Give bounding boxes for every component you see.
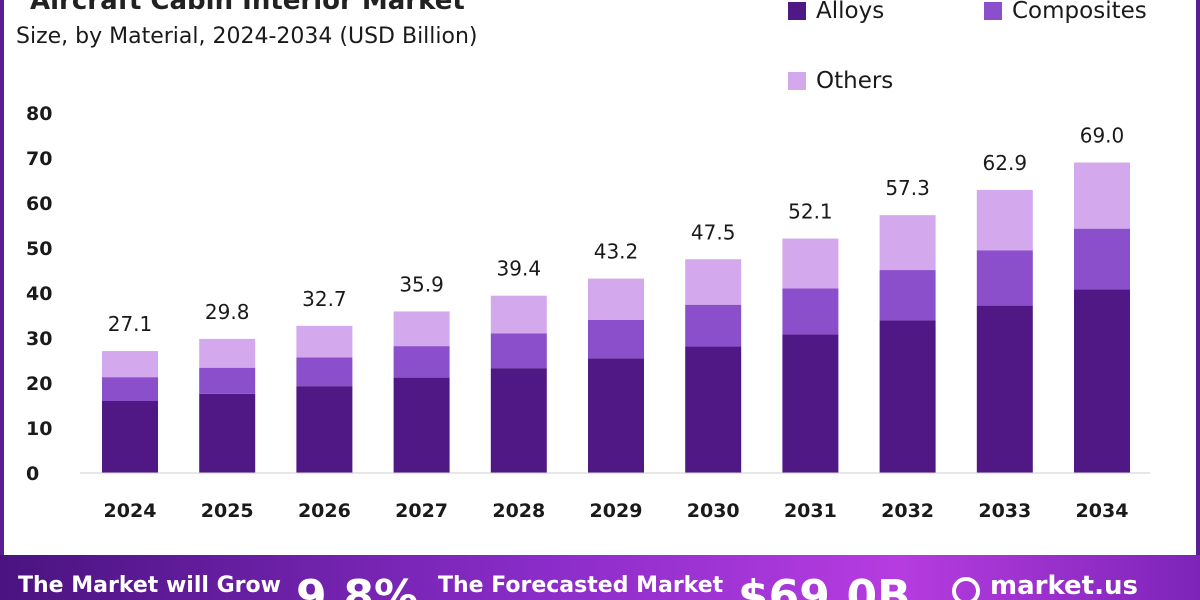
chart-title: Aircraft Cabin Interior Market <box>30 0 465 16</box>
legend-label-composites: Composites <box>1012 0 1147 24</box>
y-tick-label-50: 50 <box>26 238 52 260</box>
footer-forecast-value: $69.0B <box>738 571 911 600</box>
footer-banner: The Market will Grow 9.8% The Forecasted… <box>0 555 1200 600</box>
legend-item-composites: Composites <box>984 0 1147 24</box>
x-tick-label-2028: 2028 <box>492 500 545 522</box>
total-label-2025: 29.8 <box>205 300 250 324</box>
total-label-2026: 32.7 <box>302 287 347 311</box>
bar-composites-2033 <box>976 250 1033 306</box>
bar-others-2029 <box>588 278 644 320</box>
total-label-2033: 62.9 <box>983 151 1028 175</box>
x-tick-label-2030: 2030 <box>687 500 740 522</box>
bar-others-2032 <box>879 215 936 271</box>
legend-label-alloys: Alloys <box>816 0 885 24</box>
x-tick-label-2031: 2031 <box>784 500 837 522</box>
bar-others-2026 <box>296 325 353 358</box>
frame-right-border <box>1196 0 1200 560</box>
total-label-2028: 39.4 <box>497 257 542 281</box>
total-label-2029: 43.2 <box>594 240 639 264</box>
legend-item-alloys: Alloys <box>788 0 884 24</box>
bar-composites-2026 <box>296 357 353 387</box>
bar-composites-2028 <box>490 333 547 369</box>
bar-composites-2029 <box>588 320 644 359</box>
y-tick-label-60: 60 <box>26 193 52 215</box>
x-tick-label-2026: 2026 <box>298 500 351 522</box>
bar-composites-2032 <box>879 270 936 321</box>
total-label-2030: 47.5 <box>691 220 736 244</box>
bar-alloys-2032 <box>879 320 936 473</box>
bar-alloys-2030 <box>685 346 742 473</box>
total-label-2032: 57.3 <box>885 176 930 200</box>
y-tick-label-10: 10 <box>26 418 52 440</box>
bar-alloys-2028 <box>490 368 547 473</box>
x-tick-label-2024: 2024 <box>104 500 157 522</box>
x-tick-label-2025: 2025 <box>201 500 254 522</box>
y-tick-label-40: 40 <box>26 283 52 305</box>
bar-others-2031 <box>782 238 839 289</box>
total-label-2024: 27.1 <box>108 312 153 336</box>
bar-composites-2030 <box>685 304 742 347</box>
bar-composites-2031 <box>782 288 839 335</box>
total-label-2027: 35.9 <box>399 272 444 296</box>
x-tick-label-2027: 2027 <box>395 500 448 522</box>
footer-brand: market.us <box>990 571 1138 600</box>
total-label-2031: 52.1 <box>788 200 833 224</box>
bar-alloys-2024 <box>102 401 158 473</box>
bar-alloys-2033 <box>976 305 1033 473</box>
bar-composites-2027 <box>393 346 450 378</box>
x-tick-label-2034: 2034 <box>1076 500 1129 522</box>
bar-alloys-2026 <box>296 386 353 473</box>
bar-composites-2025 <box>199 367 256 394</box>
bar-composites-2034 <box>1074 228 1130 290</box>
x-tick-label-2032: 2032 <box>881 500 934 522</box>
stacked-bar-chart: 27.1 29.8 32.7 35.9 39.4 43.2 47.5 52.1 57.3 62.9… <box>26 103 1150 522</box>
legend-swatch-others <box>788 72 806 90</box>
x-tick-label-2029: 2029 <box>590 500 643 522</box>
x-axis-ticks: 2024 2025 2026 2027 2028 2029 2030 2031 2032 2033… <box>104 500 1129 522</box>
bar-alloys-2034 <box>1074 289 1130 473</box>
y-tick-label-0: 0 <box>26 463 39 485</box>
y-tick-label-80: 80 <box>26 103 52 125</box>
bar-alloys-2027 <box>393 377 450 473</box>
bar-others-2025 <box>199 338 256 368</box>
footer-cagr-value: 9.8% <box>296 571 419 600</box>
brand-logo-icon <box>952 577 980 600</box>
bar-alloys-2029 <box>588 358 644 473</box>
bar-others-2030 <box>685 259 742 305</box>
y-tick-label-30: 30 <box>26 328 52 350</box>
chart-subtitle: Size, by Material, 2024-2034 (USD Billio… <box>16 24 478 49</box>
x-tick-label-2033: 2033 <box>978 500 1031 522</box>
bar-composites-2024 <box>102 377 158 401</box>
bar-others-2027 <box>393 311 450 347</box>
frame-left-border <box>0 0 4 560</box>
footer-forecast-label: The Forecasted Market <box>438 573 724 598</box>
y-axis-ticks: 0 10 20 30 40 50 60 70 80 <box>26 103 52 485</box>
bar-others-2033 <box>976 189 1033 251</box>
y-tick-label-70: 70 <box>26 148 52 170</box>
footer-grow-label: The Market will Grow <box>18 573 281 598</box>
legend-swatch-alloys <box>788 2 806 20</box>
legend-swatch-composites <box>984 2 1002 20</box>
legend-label-others: Others <box>816 68 894 94</box>
bar-alloys-2031 <box>782 334 839 473</box>
bar-alloys-2025 <box>199 393 256 473</box>
total-label-2034: 69.0 <box>1080 124 1125 148</box>
bars-group <box>102 162 1130 473</box>
bar-others-2028 <box>490 295 547 334</box>
y-tick-label-20: 20 <box>26 373 52 395</box>
bar-others-2034 <box>1074 162 1130 229</box>
bar-others-2024 <box>102 351 158 378</box>
total-labels-group: 27.1 29.8 32.7 35.9 39.4 43.2 47.5 52.1 57.3 62.9… <box>108 124 1125 337</box>
legend-item-others: Others <box>788 68 893 94</box>
